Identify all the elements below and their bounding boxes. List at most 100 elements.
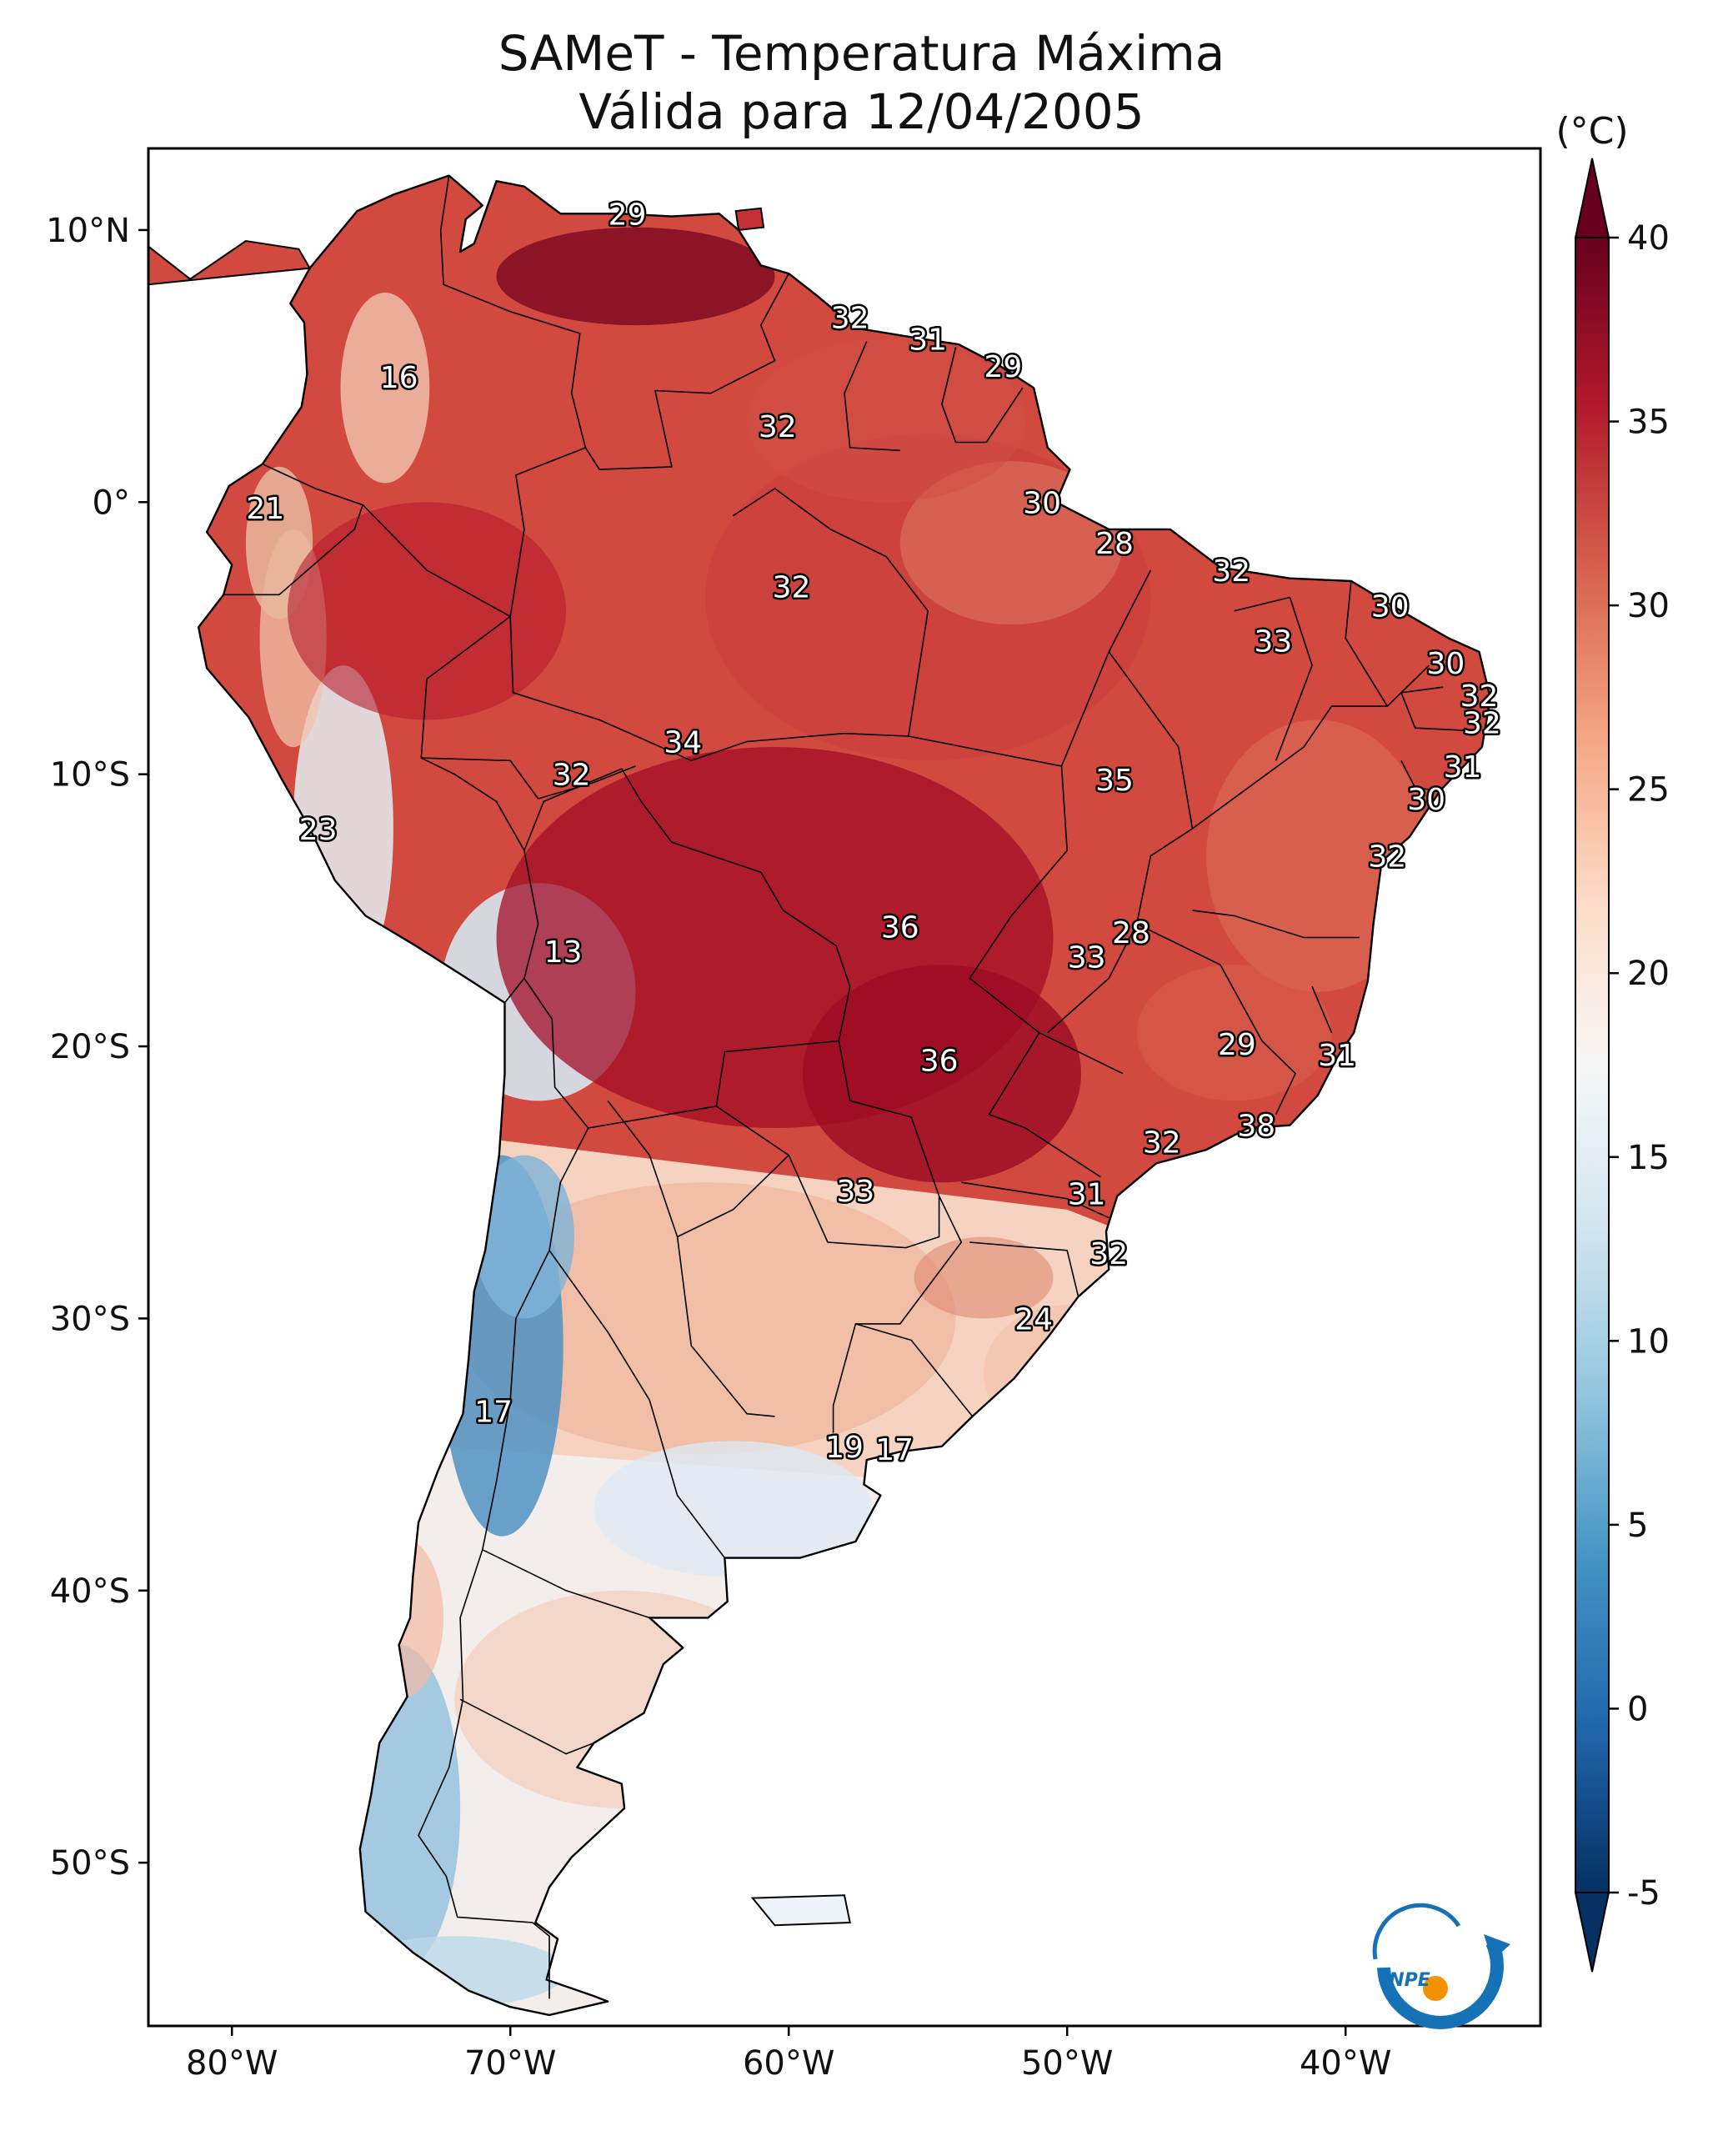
llanos-hot-core xyxy=(496,227,775,326)
colorbar-unit: (°C) xyxy=(1555,110,1628,153)
santa-catarina-field xyxy=(914,1236,1054,1319)
lat-tick-label: 50°S xyxy=(50,1844,130,1883)
lon-tick-label: 80°W xyxy=(186,2044,278,2083)
border-line xyxy=(1311,985,1333,1034)
station-value: 30 xyxy=(1371,589,1410,624)
border-line xyxy=(1136,923,1296,1115)
logo-text: INPE xyxy=(1382,1970,1430,1991)
longitude-axis: 80°W 70°W 60°W 50°W 40°W xyxy=(186,2026,1391,2083)
patagonia-warm-patch xyxy=(454,1590,789,1808)
station-value: 32 xyxy=(1463,707,1501,741)
station-value: 31 xyxy=(1068,1177,1106,1211)
border-line xyxy=(715,1040,940,1249)
coastline xyxy=(197,174,1492,2017)
station-value: 32 xyxy=(773,571,811,605)
border-line xyxy=(421,757,636,800)
chile-south-warm xyxy=(354,1536,443,1700)
border-line xyxy=(584,273,789,470)
lon-tick-label: 60°W xyxy=(743,2044,834,2083)
lat-tick-label: 20°S xyxy=(50,1028,130,1066)
station-value: 28 xyxy=(1095,527,1134,561)
border-line xyxy=(509,616,845,762)
station-value: 29 xyxy=(984,350,1022,384)
minas-warm-field xyxy=(1136,965,1332,1101)
station-value: 31 xyxy=(1318,1039,1356,1073)
border-line xyxy=(941,347,1024,444)
station-value: 32 xyxy=(1089,1237,1128,1271)
station-value: 32 xyxy=(1143,1126,1181,1160)
border-line xyxy=(676,1236,775,1417)
lat-tick-label: 0° xyxy=(93,484,130,522)
logo-sun xyxy=(1423,1976,1448,2001)
south-cool-patch xyxy=(594,1441,873,1577)
station-value: 19 xyxy=(825,1431,864,1465)
station-value: 33 xyxy=(1254,625,1292,659)
border-line xyxy=(1345,580,1388,707)
lat-tick-label: 30°S xyxy=(50,1300,130,1338)
border-line xyxy=(844,341,900,452)
continent-fill xyxy=(148,174,1492,2017)
border-line xyxy=(523,768,851,1129)
chaco-field xyxy=(454,1182,956,1455)
station-value: 35 xyxy=(1095,764,1134,798)
patagonian-ice-field xyxy=(338,1645,461,1972)
border-line xyxy=(223,463,363,596)
colorbar-bottom-extension xyxy=(1574,1892,1610,1973)
tierra-del-fuego-field xyxy=(343,1936,566,2008)
colorbar-tick-label: 35 xyxy=(1627,404,1670,442)
station-value: 32 xyxy=(1212,554,1250,589)
border-line xyxy=(1400,686,1471,732)
logo-swoosh xyxy=(1377,1939,1504,2029)
station-value: 36 xyxy=(920,1044,959,1078)
station-value: 32 xyxy=(1460,679,1499,714)
border-line xyxy=(832,1196,963,1433)
station-value: 30 xyxy=(1023,486,1061,520)
station-value: 34 xyxy=(664,726,702,760)
station-value: 36 xyxy=(881,910,919,945)
panama-isthmus xyxy=(148,239,312,286)
map-title-line2: Válida para 12/04/2005 xyxy=(579,83,1144,140)
lat-tick-label: 10°N xyxy=(46,212,130,250)
station-value: 38 xyxy=(1237,1110,1275,1144)
station-value: 32 xyxy=(759,410,797,444)
colombia-andes-field xyxy=(340,293,430,484)
map-title-line1: SAMeT - Temperatura Máxima xyxy=(498,25,1225,82)
lat-tick-label: 40°S xyxy=(50,1572,130,1611)
station-value: 16 xyxy=(380,361,418,395)
map-frame xyxy=(147,147,1542,2028)
colorbar-tick-label: 10 xyxy=(1627,1322,1670,1361)
country-borders xyxy=(223,175,1471,1999)
station-value: 21 xyxy=(246,492,284,526)
colorbar-tick-label: 0 xyxy=(1627,1690,1648,1728)
colorbar-tick-label: -5 xyxy=(1627,1874,1660,1913)
border-line xyxy=(855,1323,974,1417)
latitude-axis: 10°N 0° 10°S 20°S 30°S 40°S 50°S xyxy=(46,212,148,1883)
station-value: 30 xyxy=(1407,783,1445,817)
border-line xyxy=(969,1241,1079,1297)
station-value: 32 xyxy=(553,759,591,793)
border-line xyxy=(988,1032,1101,1178)
border-line xyxy=(1234,596,1313,761)
atacama-field xyxy=(413,1032,497,1169)
colorbar-tick-label: 30 xyxy=(1627,587,1670,625)
colorbar-tick-label: 40 xyxy=(1627,219,1670,258)
border-line xyxy=(362,504,539,1004)
station-value: 28 xyxy=(1112,916,1150,950)
puna-cool-patch xyxy=(473,1155,575,1319)
western-amazon-core xyxy=(288,502,566,720)
rio-grande-field xyxy=(984,1305,1151,1442)
falkland-islands xyxy=(750,1894,851,1927)
border-line xyxy=(961,1181,1109,1219)
station-value: 32 xyxy=(1368,840,1406,875)
logo-arrow xyxy=(1484,1934,1510,1961)
station-value: 29 xyxy=(1218,1028,1256,1062)
colorbar-body xyxy=(1575,237,1610,1893)
lat-tick-label: 10°S xyxy=(50,756,130,795)
border-line xyxy=(482,1549,650,1619)
inpe-logo: INPE xyxy=(1372,1903,1510,2029)
guianas-field xyxy=(747,338,1026,503)
station-value: 13 xyxy=(544,935,583,970)
station-value: 31 xyxy=(909,323,947,358)
